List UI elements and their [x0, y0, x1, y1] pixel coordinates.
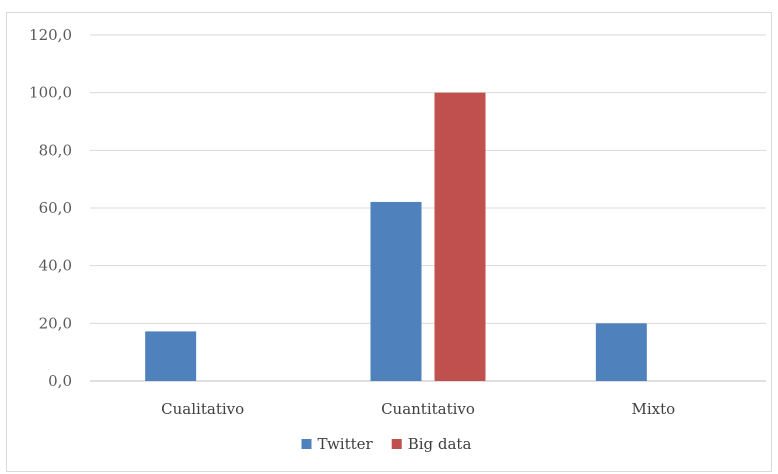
y-tick-label: 80,0 [39, 141, 72, 159]
bar-twitter-mixto [595, 323, 647, 381]
y-tick-label: 120,0 [29, 26, 72, 44]
legend-swatch [301, 439, 312, 449]
y-tick-label: 60,0 [39, 199, 72, 217]
y-tick-label: 40,0 [39, 257, 72, 275]
y-tick-label: 100,0 [29, 84, 72, 102]
legend-swatch [391, 439, 402, 449]
x-category-label: Cuantitativo [381, 400, 475, 418]
legend-label: Twitter [318, 435, 374, 453]
bar-twitter-cuantitativo [370, 201, 422, 381]
bar-big-data-cuantitativo [434, 92, 486, 382]
x-category-label: Cualitativo [161, 400, 244, 418]
x-category-label: Mixto [631, 400, 675, 418]
legend-label: Big data [408, 435, 472, 453]
y-tick-label: 0,0 [48, 372, 72, 390]
bar-twitter-cualitativo [145, 331, 197, 381]
y-tick-label: 20,0 [39, 314, 72, 332]
